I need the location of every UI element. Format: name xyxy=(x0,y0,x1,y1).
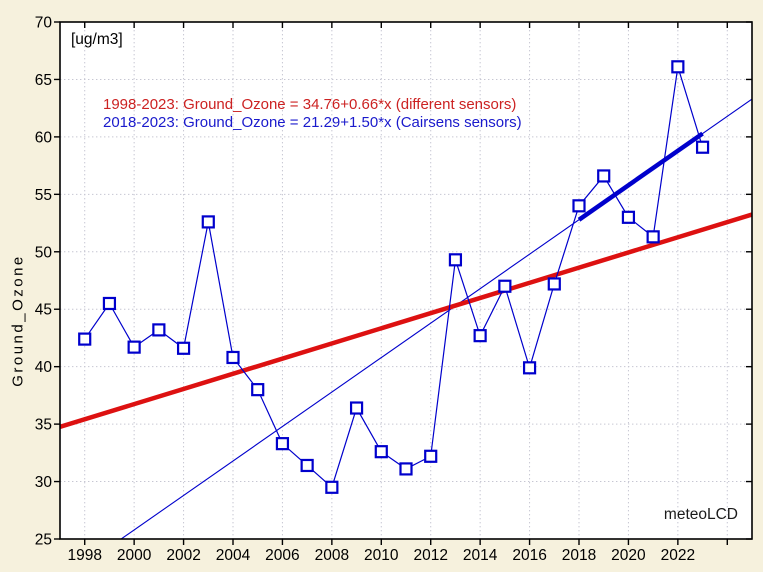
data-point-marker xyxy=(522,361,537,375)
data-point-marker xyxy=(399,462,413,476)
y-tick-label: 30 xyxy=(35,474,53,491)
y-tick-label: 65 xyxy=(35,72,52,89)
data-point-marker xyxy=(695,140,710,154)
x-tick-label: 2004 xyxy=(216,547,251,564)
x-tick-label: 2014 xyxy=(463,547,498,564)
x-tick-label: 2008 xyxy=(315,547,349,564)
data-point-marker xyxy=(176,341,191,355)
data-point-marker xyxy=(226,350,240,365)
data-point-marker xyxy=(374,445,388,459)
data-point-marker xyxy=(152,323,166,337)
x-tick-label: 2002 xyxy=(166,547,200,564)
data-point-marker xyxy=(349,401,364,415)
y-tick-label: 70 xyxy=(35,15,53,32)
data-point-marker xyxy=(473,329,487,343)
data-point-marker xyxy=(300,458,314,473)
x-tick-label: 2000 xyxy=(117,547,152,564)
y-tick-label: 50 xyxy=(35,244,53,261)
x-tick-label: 2016 xyxy=(512,547,546,564)
x-tick-label: 2022 xyxy=(661,547,695,564)
x-tick-label: 2020 xyxy=(611,547,646,564)
data-point-marker xyxy=(621,210,636,224)
y-tick-label: 35 xyxy=(35,417,52,434)
y-axis-title: Ground_Ozone xyxy=(9,254,27,387)
data-point-marker xyxy=(102,296,117,311)
data-point-marker xyxy=(201,215,215,229)
y-tick-label: 40 xyxy=(35,359,53,376)
data-point-marker xyxy=(671,60,685,74)
x-tick-label: 2018 xyxy=(562,547,596,564)
watermark-meteolcd: meteoLCD xyxy=(663,506,738,523)
data-point-marker xyxy=(597,169,611,183)
data-point-marker xyxy=(275,437,290,451)
data-point-marker xyxy=(547,277,561,291)
blue-trend-line-thick xyxy=(577,131,704,222)
y-tick-label: 55 xyxy=(35,187,52,204)
x-tick-label: 2010 xyxy=(364,547,399,564)
x-tick-label: 2012 xyxy=(413,547,447,564)
data-point-marker xyxy=(448,253,463,267)
x-tick-label: 1998 xyxy=(67,547,101,564)
x-tick-label: 2006 xyxy=(265,547,299,564)
data-point-marker xyxy=(572,199,586,213)
data-point-marker xyxy=(424,449,438,463)
data-point-marker xyxy=(646,230,660,244)
unit-label: [ug/m3] xyxy=(71,31,123,48)
data-point-marker xyxy=(498,279,512,293)
plot-area xyxy=(60,22,752,539)
red-trend-line xyxy=(60,212,752,430)
data-point-marker xyxy=(251,383,265,397)
data-point-marker xyxy=(127,340,141,354)
plot-border xyxy=(59,21,753,540)
trend-equation-2018-2023: 2018-2023: Ground_Ozone = 21.29+1.50*x (… xyxy=(103,114,522,131)
trend-equation-1998-2023: 1998-2023: Ground_Ozone = 34.76+0.66*x (… xyxy=(103,96,517,113)
data-point-marker xyxy=(325,480,339,494)
y-tick-label: 45 xyxy=(35,302,52,319)
y-tick-label: 25 xyxy=(35,532,52,549)
y-tick-label: 60 xyxy=(35,129,53,146)
data-point-marker xyxy=(78,332,92,346)
